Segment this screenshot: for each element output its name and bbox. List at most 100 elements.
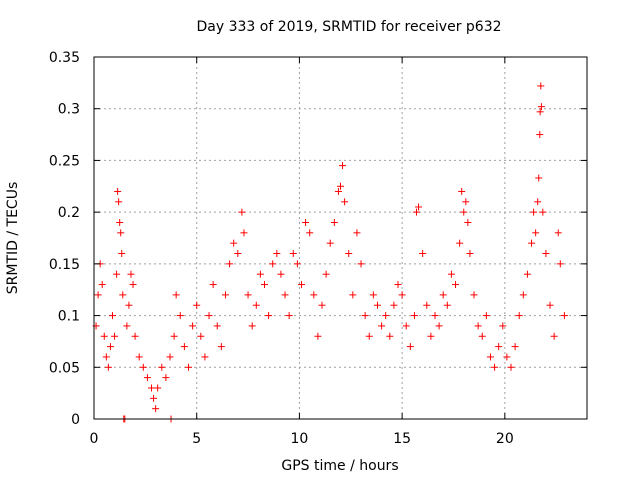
data-point <box>326 239 334 247</box>
data-point <box>530 208 538 216</box>
y-tick-label: 0 <box>71 412 80 428</box>
data-point <box>474 322 482 330</box>
x-axis-ticks: 0 5 10 15 20 <box>90 57 514 447</box>
data-point <box>221 291 229 299</box>
data-point <box>341 198 349 206</box>
data-point <box>369 291 377 299</box>
data-point <box>415 203 423 211</box>
data-point <box>554 229 562 237</box>
data-point <box>413 208 421 216</box>
data-point <box>289 250 297 258</box>
data-point <box>458 187 466 195</box>
y-tick-label: 0.15 <box>49 257 80 273</box>
data-point <box>460 208 468 216</box>
data-point <box>277 270 285 278</box>
data-point <box>106 343 114 351</box>
data-point <box>542 250 550 258</box>
data-point <box>515 312 523 320</box>
data-point <box>406 343 414 351</box>
data-point <box>162 374 170 382</box>
data-point <box>240 229 248 237</box>
data-point <box>314 332 322 340</box>
data-point <box>419 250 427 258</box>
data-point <box>94 291 102 299</box>
data-point <box>152 405 160 413</box>
data-point <box>318 301 326 309</box>
data-point <box>556 260 564 268</box>
data-point <box>114 187 122 195</box>
data-point <box>365 332 373 340</box>
data-point <box>115 198 123 206</box>
data-point <box>302 218 310 226</box>
x-tick-label: 0 <box>90 431 99 447</box>
data-point <box>398 291 406 299</box>
data-point <box>150 394 158 402</box>
data-point <box>443 301 451 309</box>
data-point <box>248 322 256 330</box>
data-point <box>507 363 515 371</box>
data-point <box>394 281 402 289</box>
data-point <box>108 312 116 320</box>
y-tick-label: 0.05 <box>49 360 80 376</box>
data-points <box>92 82 568 423</box>
data-point <box>539 208 547 216</box>
data-point <box>491 363 499 371</box>
data-point <box>154 384 162 392</box>
data-point <box>439 291 447 299</box>
data-point <box>127 270 135 278</box>
y-axis-label: SRMTID / TECUs <box>5 182 21 295</box>
data-point <box>117 229 125 237</box>
data-point <box>373 301 381 309</box>
data-point <box>297 281 305 289</box>
data-point <box>523 270 531 278</box>
data-point <box>410 312 418 320</box>
x-tick-label: 20 <box>496 431 514 447</box>
data-point <box>537 82 545 90</box>
data-point <box>423 301 431 309</box>
data-point <box>104 363 112 371</box>
data-point <box>244 291 252 299</box>
x-tick-label: 5 <box>192 431 201 447</box>
data-point <box>184 363 192 371</box>
data-point <box>464 218 472 226</box>
data-point <box>339 162 347 170</box>
data-point <box>353 229 361 237</box>
chart-title: Day 333 of 2019, SRMTID for receiver p63… <box>196 19 501 35</box>
data-point <box>269 260 277 268</box>
data-point <box>158 363 166 371</box>
data-point <box>285 312 293 320</box>
data-point <box>100 332 108 340</box>
data-point <box>361 312 369 320</box>
data-point <box>310 291 318 299</box>
data-point <box>447 270 455 278</box>
data-point <box>180 343 188 351</box>
data-point <box>135 353 143 361</box>
data-point <box>125 301 133 309</box>
data-point <box>519 291 527 299</box>
data-point <box>113 270 121 278</box>
data-point <box>462 198 470 206</box>
data-point <box>189 322 197 330</box>
y-tick-label: 0.2 <box>58 205 80 221</box>
data-point <box>131 332 139 340</box>
data-point <box>116 218 124 226</box>
data-point <box>252 301 260 309</box>
data-point <box>537 103 545 111</box>
data-point <box>148 384 156 392</box>
data-point <box>102 353 110 361</box>
data-point <box>337 182 344 190</box>
data-point <box>550 332 558 340</box>
data-point <box>193 301 201 309</box>
data-point <box>176 312 184 320</box>
data-point <box>427 332 435 340</box>
data-point <box>111 332 119 340</box>
data-point <box>495 343 503 351</box>
data-point <box>486 353 494 361</box>
data-point <box>431 312 439 320</box>
data-point <box>118 250 126 258</box>
y-tick-label: 0.35 <box>49 50 80 66</box>
data-point <box>511 343 519 351</box>
data-point <box>482 312 490 320</box>
data-point <box>213 322 221 330</box>
y-axis-ticks: 0 0.05 0.1 0.15 0.2 0.25 0.3 0.35 <box>49 50 587 428</box>
